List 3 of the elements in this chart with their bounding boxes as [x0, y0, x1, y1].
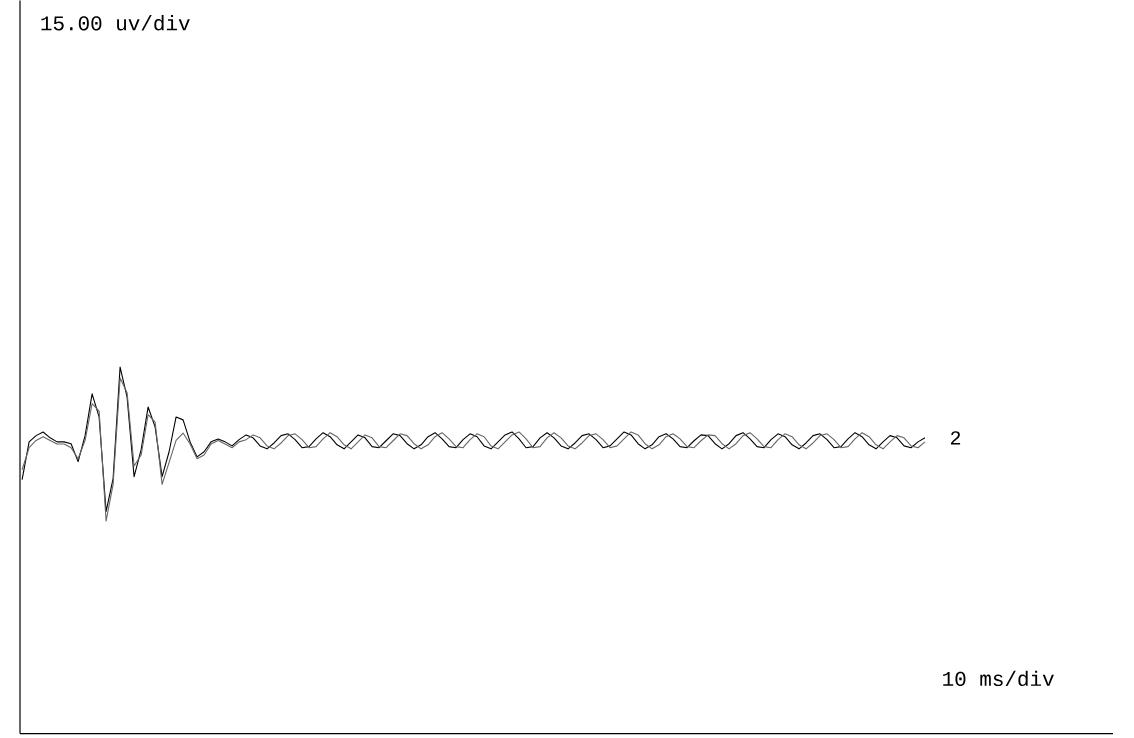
text: 10 ms/div: [943, 670, 1054, 687]
series-label: 2: [950, 431, 961, 445]
text: 15.00 uv/div: [41, 15, 190, 31]
